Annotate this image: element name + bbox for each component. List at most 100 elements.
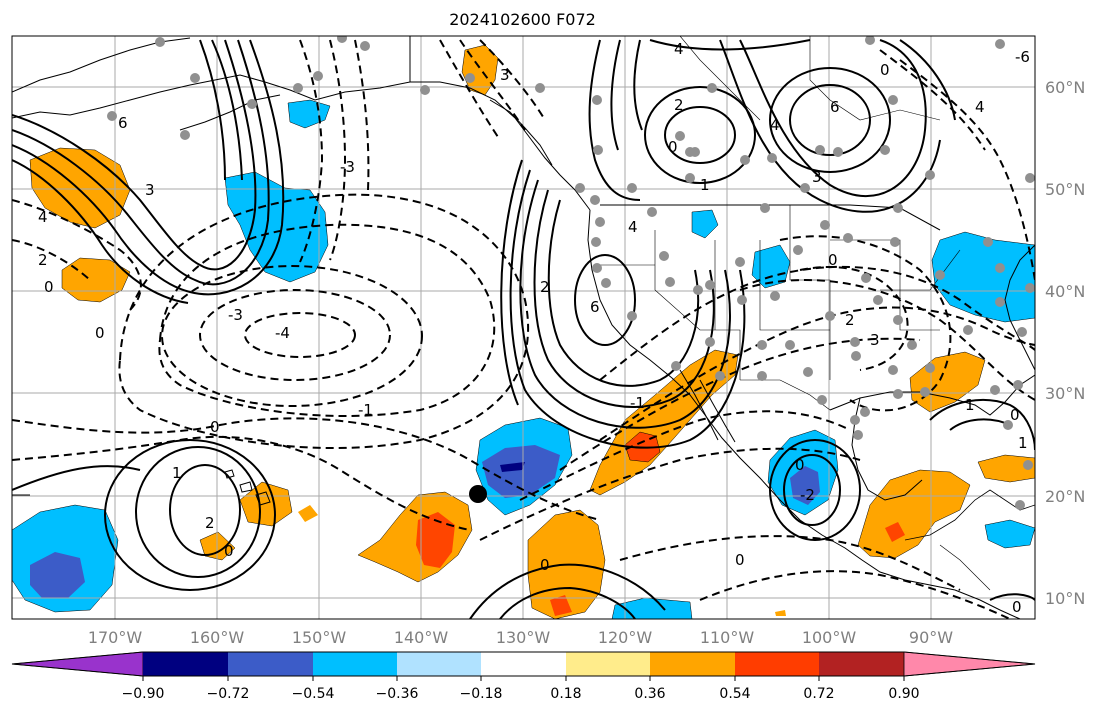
contour-label: 2 <box>845 311 855 329</box>
contour-label: 3 <box>812 168 822 186</box>
contour-label: 0 <box>44 278 54 296</box>
shade-blue <box>482 445 560 498</box>
colorbar-tick-label: −0.18 <box>460 686 503 702</box>
contour-label: 6 <box>118 114 128 132</box>
colorbar-segment <box>735 652 819 676</box>
shade-red <box>550 595 572 616</box>
colorbar-tick-label: −0.90 <box>122 686 165 702</box>
contour-label: 0 <box>735 551 745 569</box>
contour-label: 0 <box>210 418 220 436</box>
map-frame <box>11 35 1036 620</box>
map-title: 2024102600 F072 <box>449 10 596 29</box>
lat-tick-label: 40°N <box>1045 282 1085 301</box>
lat-tick-label: 30°N <box>1045 384 1085 403</box>
shade-red <box>885 522 905 542</box>
lon-tick-label: 100°W <box>802 628 857 647</box>
lon-tick-label: 120°W <box>598 628 653 647</box>
shade-lightblue <box>984 519 1035 549</box>
contour-label: 2 <box>674 96 684 114</box>
shade-orange <box>977 454 1035 483</box>
colorbar: −0.90 −0.72 −0.54 −0.36 −0.18 0.18 0.36 … <box>11 651 1036 702</box>
contour-label: 6 <box>590 298 600 316</box>
contour-label: -4 <box>275 324 290 342</box>
contour-label: 4 <box>975 98 985 116</box>
colorbar-tick-label: 0.90 <box>888 686 919 702</box>
colorbar-segment <box>819 652 904 676</box>
contour-label: 3 <box>500 66 510 84</box>
colorbar-segment <box>11 651 144 677</box>
colorbar-tick-label: 0.54 <box>719 686 750 702</box>
lat-axis: 60°N 50°N 40°N 30°N 20°N 10°N <box>1045 78 1085 608</box>
colorbar-segment <box>650 652 735 676</box>
contour-label: 4 <box>38 208 48 226</box>
contour-label: 4 <box>770 116 780 134</box>
contour-label: 1 <box>172 464 182 482</box>
contour-label: 0 <box>540 556 550 574</box>
lon-tick-label: 90°W <box>909 628 953 647</box>
contour-label: 0 <box>880 61 890 79</box>
map-plot-area: 6 4 3 2 0 -3 -4 -3 0 -1 0 1 2 0 3 4 2 0 … <box>12 36 1035 619</box>
contour-label: -3 <box>228 306 243 324</box>
shade-orange <box>589 349 739 496</box>
lat-tick-label: 50°N <box>1045 180 1085 199</box>
contour-label: 1 <box>1018 434 1028 452</box>
colorbar-segment <box>397 652 481 676</box>
shade-red <box>416 512 455 568</box>
contour-labels: 6 4 3 2 0 -3 -4 -3 0 -1 0 1 2 0 3 4 2 0 … <box>38 40 1030 616</box>
contour-label: -1 <box>630 394 645 412</box>
shade-navy <box>500 462 525 472</box>
shade-orange <box>775 610 786 616</box>
contour-label: 0 <box>668 138 678 156</box>
colorbar-segment <box>143 652 228 676</box>
contour-label: 2 <box>540 278 550 296</box>
colorbar-tick-label: 0.72 <box>803 686 834 702</box>
lat-tick-label: 20°N <box>1045 487 1085 506</box>
shade-blue <box>790 466 820 505</box>
colorbar-segment <box>313 652 397 676</box>
colorbar-segment <box>566 652 650 676</box>
contour-label: 4 <box>674 40 684 58</box>
lon-tick-label: 140°W <box>394 628 449 647</box>
contour-label: 3 <box>870 331 880 349</box>
contour-label: -6 <box>1015 48 1030 66</box>
lon-tick-label: 130°W <box>496 628 551 647</box>
lat-tick-label: 10°N <box>1045 589 1085 608</box>
shade-blue <box>30 552 85 598</box>
negative-contours <box>12 39 1035 619</box>
lon-axis: 170°W 160°W 150°W 140°W 130°W 120°W 110°… <box>88 628 953 647</box>
contour-label: 1 <box>965 396 975 414</box>
contour-label: 0 <box>95 324 105 342</box>
contour-label: -3 <box>340 158 355 176</box>
shade-orange <box>298 505 318 522</box>
contour-label: 0 <box>224 542 234 560</box>
shade-orange <box>239 481 293 527</box>
contour-label: 0 <box>1012 598 1022 616</box>
lon-tick-label: 110°W <box>700 628 755 647</box>
lon-tick-label: 170°W <box>88 628 143 647</box>
contour-label: 4 <box>628 218 638 236</box>
anomaly-shading <box>12 44 1035 619</box>
contour-label: 0 <box>1010 406 1020 424</box>
contour-label: 6 <box>830 98 840 116</box>
contour-label: -2 <box>800 486 815 504</box>
contour-label: 2 <box>38 251 48 269</box>
contour-label: 1 <box>700 176 710 194</box>
colorbar-segment <box>481 652 566 676</box>
station-dots <box>107 36 1035 510</box>
colorbar-tick-label: 0.18 <box>550 686 581 702</box>
contour-label: 2 <box>205 514 215 532</box>
colorbar-tick-label: −0.36 <box>376 686 419 702</box>
contour-label: 0 <box>795 456 805 474</box>
colorbar-segment <box>903 651 1036 677</box>
colorbar-tick-label: 0.36 <box>634 686 665 702</box>
shade-lightblue <box>751 244 791 289</box>
storm-marker <box>469 485 487 503</box>
contour-label: 3 <box>145 181 155 199</box>
colorbar-tick-label: −0.72 <box>207 686 250 702</box>
colorbar-tick-label: −0.54 <box>292 686 335 702</box>
lon-tick-label: 150°W <box>292 628 347 647</box>
contour-label: 0 <box>828 251 838 269</box>
contour-label: -1 <box>358 401 373 419</box>
colorbar-segment <box>228 652 313 676</box>
lat-tick-label: 60°N <box>1045 78 1085 97</box>
